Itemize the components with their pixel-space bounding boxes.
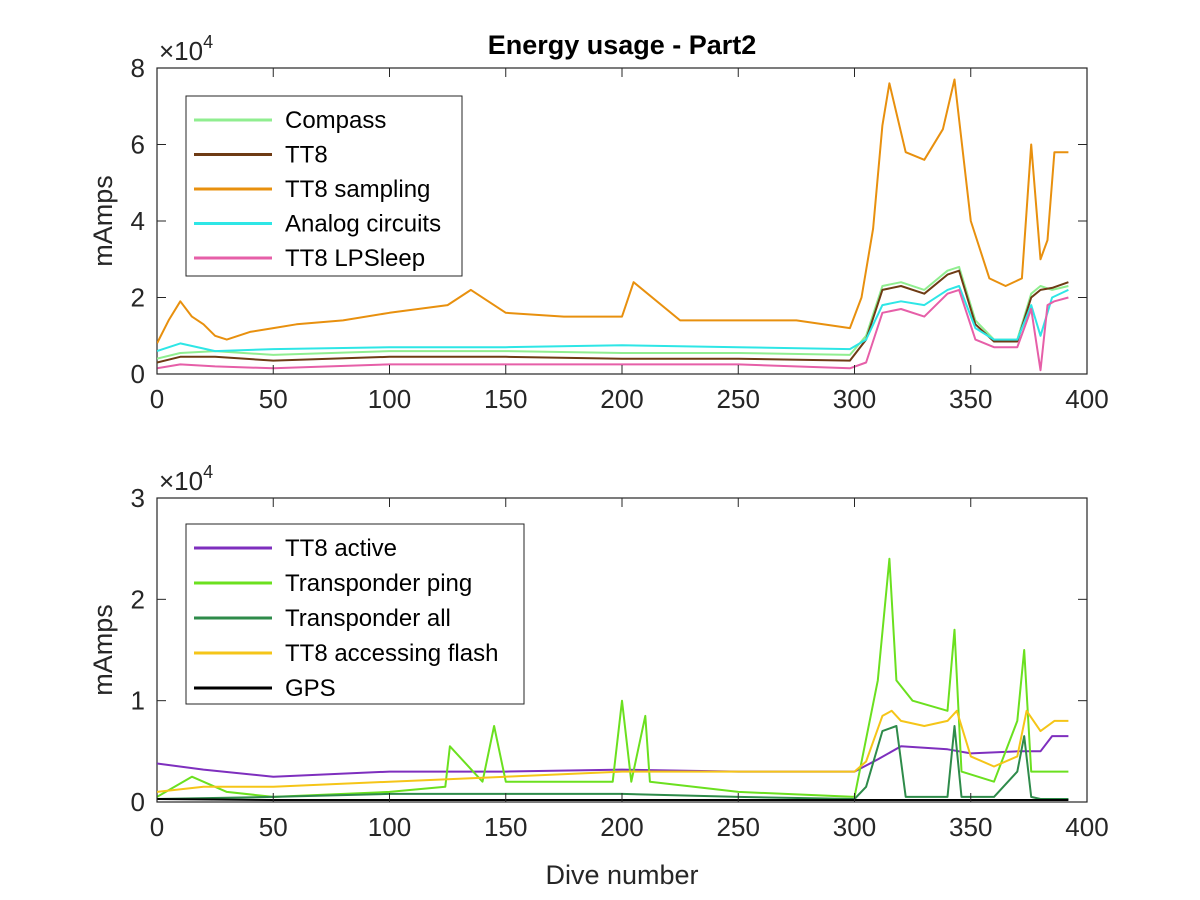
y-tick-label: 0 (131, 787, 145, 817)
series-line-tt8-accessing-flash (157, 709, 1069, 793)
x-axis-label: Dive number (545, 860, 698, 890)
x-tick-label: 150 (484, 384, 527, 414)
legend-entry: Transponder all (285, 605, 451, 632)
series-line-gps (157, 798, 1069, 801)
x-tick-label: 50 (259, 812, 288, 842)
legend-box (185, 523, 525, 705)
x-tick-label: 300 (833, 384, 876, 414)
legend-entry: Analog circuits (285, 211, 441, 238)
y-tick-label: 0 (131, 359, 145, 389)
chart-title: Energy usage - Part2 (488, 30, 757, 60)
x-tick-label: 200 (600, 384, 643, 414)
y-axis-label: mAmps (88, 175, 118, 267)
series-line-analog-circuits (157, 285, 1069, 353)
y-tick-label: 2 (131, 584, 145, 614)
x-tick-label: 400 (1065, 384, 1108, 414)
legend-entry: TT8 LPSleep (285, 245, 425, 272)
legend-entry: TT8 active (285, 535, 397, 562)
legend: Compass TT8 TT8 sampling Analog circuits TT8… (185, 95, 463, 277)
y-tick-label: 6 (131, 130, 145, 160)
y-tick-label: 2 (131, 283, 145, 313)
x-tick-label: 150 (484, 812, 527, 842)
x-tick-label: 100 (368, 812, 411, 842)
series-line-tt8-active (157, 735, 1069, 778)
series-line-tt8-lpsleep (157, 288, 1069, 372)
series-line-tt8-sampling (157, 78, 1069, 344)
y-tick-label: 4 (131, 206, 145, 236)
y-axis-label: mAmps (88, 604, 118, 696)
y-tick-label: 1 (131, 686, 145, 716)
x-tick-label: 400 (1065, 812, 1108, 842)
x-tick-label: 350 (949, 812, 992, 842)
x-tick-label: 250 (717, 384, 760, 414)
top-plot: 0 50 100 150 200 250 300 350 400 0 2 4 6 8 ×104 Energy … (88, 30, 1109, 414)
x-tick-label: 250 (717, 812, 760, 842)
x-tick-label: 50 (259, 384, 288, 414)
series-line-tt8 (157, 269, 1069, 364)
legend-entry: GPS (285, 675, 336, 702)
y-tick-label: 8 (131, 53, 145, 83)
y-exponent-label: ×104 (159, 462, 213, 496)
legend-entry: TT8 accessing flash (285, 640, 498, 667)
x-tick-label: 300 (833, 812, 876, 842)
series-group (157, 78, 1069, 372)
legend-entry: Compass (285, 107, 386, 134)
y-exponent-label: ×104 (159, 32, 213, 66)
x-tick-label: 0 (150, 384, 164, 414)
legend-entry: TT8 (285, 142, 328, 169)
x-tick-label: 350 (949, 384, 992, 414)
legend-entry: Transponder ping (285, 570, 472, 597)
series-line-transponder-all (157, 725, 1069, 800)
x-tick-label: 100 (368, 384, 411, 414)
x-tick-label: 0 (150, 812, 164, 842)
y-tick-label: 3 (131, 483, 145, 513)
x-tick-label: 200 (600, 812, 643, 842)
legend: TT8 active Transponder ping Transponder al… (185, 523, 525, 705)
legend-entry: TT8 sampling (285, 176, 430, 203)
bottom-plot: 0 50 100 150 200 250 300 350 400 0 1 2 3 ×104 mAmps Div… (88, 462, 1109, 890)
legend-box (185, 95, 463, 277)
series-line-transponder-ping (157, 557, 1069, 798)
